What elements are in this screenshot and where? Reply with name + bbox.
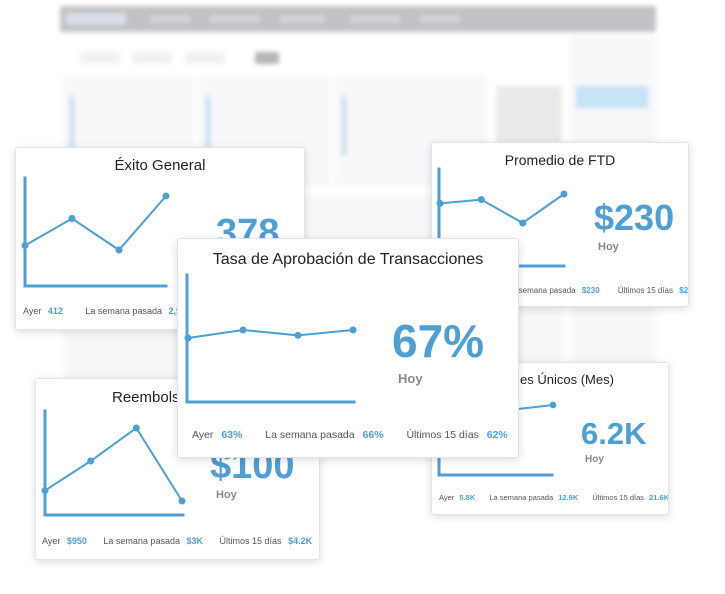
chart-line: [439, 193, 565, 225]
card-title: es Únicos (Mes): [520, 372, 614, 387]
footer-value: $950: [66, 536, 87, 546]
chart-point: [178, 497, 186, 505]
footer-value: 66%: [362, 429, 384, 441]
footer-value: 63%: [221, 429, 243, 441]
background-nav-item: [350, 15, 400, 23]
chart-axis: [23, 176, 168, 288]
footer-label: La semana pasada: [85, 306, 162, 316]
chart-point: [87, 457, 95, 465]
footer-value: $3K: [186, 536, 203, 546]
chart-point: [549, 401, 557, 409]
card-title: Reembols: [112, 389, 180, 406]
card-footer: Ayer 5.8K La semana pasada 12.9K Últimos…: [439, 493, 669, 502]
footer-label: Últimos 15 días: [617, 286, 674, 295]
chart-point: [560, 190, 568, 198]
chart-point: [294, 331, 302, 339]
footer-value: $200: [679, 286, 689, 295]
footer-label: a semana pasada: [512, 286, 576, 295]
background-logo: [66, 13, 126, 25]
card-footer: Ayer $950 La semana pasada $3K Últimos 1…: [42, 536, 312, 546]
card-title: Tasa de Aprobación de Transacciones: [212, 251, 484, 268]
footer-label: Últimos 15 días: [406, 429, 479, 441]
chart-axis: [185, 273, 356, 404]
card-footer: a semana pasada $230 Últimos 15 días $20…: [512, 286, 689, 295]
chart-point: [477, 196, 485, 204]
footer-label: Ayer: [192, 429, 214, 441]
hoy-label: Hoy: [585, 454, 604, 465]
background-axis: [70, 96, 74, 156]
footer-label: Ayer: [23, 306, 42, 316]
chart-point: [41, 487, 49, 495]
background-tab: [132, 52, 172, 64]
background-topbar: [60, 6, 656, 32]
footer-label: La semana pasada: [265, 429, 355, 441]
footer-value: 21.6K: [649, 493, 669, 502]
footer-label: Ayer: [439, 493, 455, 502]
background-axis: [342, 96, 346, 156]
card-title: Promedio de FTD: [504, 152, 616, 168]
line-chart: [184, 273, 357, 404]
footer-label: La semana pasada: [103, 536, 180, 546]
background-axis: [206, 96, 210, 156]
background-tab: [80, 52, 120, 64]
chart-line: [187, 328, 354, 339]
big-value: 67%: [392, 315, 485, 367]
chart-point: [519, 219, 527, 227]
footer-label: Ayer: [42, 536, 61, 546]
hoy-label: Hoy: [398, 371, 423, 386]
footer-value: $4.2K: [288, 536, 313, 546]
chart-point: [162, 192, 170, 200]
chart-point: [349, 326, 357, 334]
footer-value: 412: [47, 306, 63, 316]
footer-value: 5.8K: [459, 493, 476, 502]
footer-label: La semana pasada: [489, 493, 554, 502]
chart-line: [44, 426, 183, 502]
footer-value: 2,9: [168, 306, 181, 316]
background-nav-item: [210, 15, 260, 23]
footer-value: 62%: [486, 429, 508, 441]
footer-value: $230: [581, 286, 600, 295]
background-tab: [255, 52, 279, 64]
chart-point: [115, 246, 123, 254]
background-nav-item: [420, 15, 460, 23]
background-nav-item: [150, 15, 190, 23]
card-footer: Ayer 412 La semana pasada 2,9: [23, 306, 181, 316]
hoy-label: Hoy: [598, 241, 619, 253]
line-chart: [21, 176, 170, 288]
big-value: $230: [594, 197, 675, 238]
footer-value: 12.9K: [558, 493, 579, 502]
chart-axis: [43, 409, 185, 517]
background-tab: [185, 52, 225, 64]
chart-line: [24, 195, 167, 252]
background-nav-item: [280, 15, 325, 23]
background-sidebar-button: [576, 86, 648, 108]
chart-point: [132, 424, 140, 432]
hoy-label: Hoy: [216, 489, 237, 501]
chart-point: [68, 215, 76, 222]
footer-label: Últimos 15 días: [592, 493, 645, 502]
chart-point: [436, 199, 444, 207]
card-tasa-aprobacion: Tasa de Aprobación de Transacciones 67% …: [177, 238, 519, 458]
chart-point: [184, 334, 192, 342]
footer-label: Últimos 15 días: [219, 536, 282, 546]
chart-point: [21, 242, 29, 249]
chart-point: [239, 326, 247, 334]
big-value: 6.2K: [581, 416, 647, 451]
chart-line-segment: [517, 404, 554, 410]
card-footer: Ayer 63% La semana pasada 66% Últimos 15…: [192, 429, 508, 441]
card-title: Éxito General: [114, 157, 206, 174]
line-chart: [41, 409, 186, 517]
